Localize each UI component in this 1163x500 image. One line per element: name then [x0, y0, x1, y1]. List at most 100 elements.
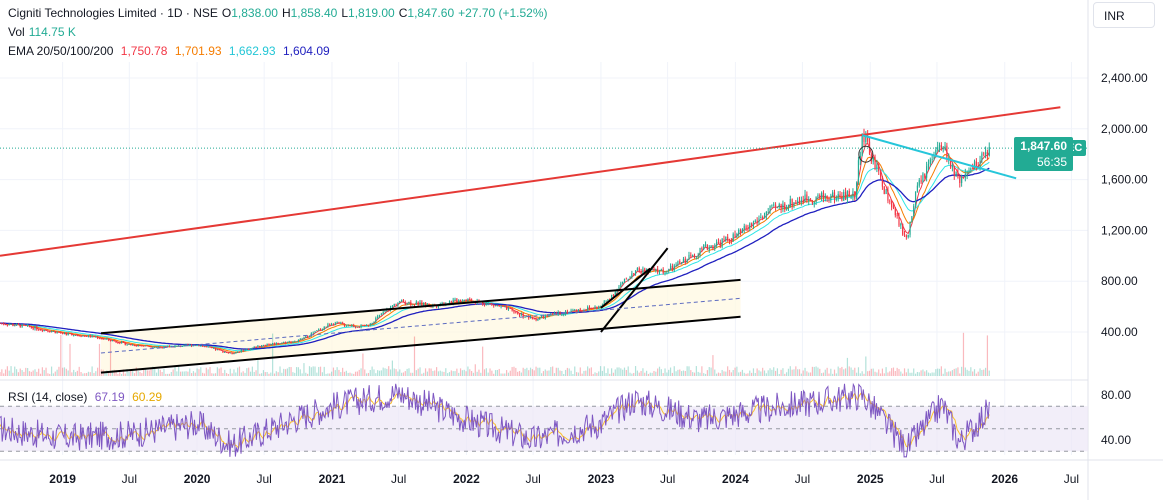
- candle-body: [821, 192, 823, 198]
- candle-body: [213, 348, 215, 349]
- candle-body: [957, 172, 959, 178]
- candle-body: [588, 306, 591, 308]
- ema-legend[interactable]: EMA 20/50/100/200 1,750.78 1,701.93 1,66…: [8, 43, 334, 59]
- last-price-tag: 1,847.60 56:35: [1014, 137, 1073, 171]
- candle-body: [155, 346, 158, 348]
- volume-legend[interactable]: Vol 114.75 K: [8, 24, 80, 40]
- candle-body: [787, 206, 790, 209]
- candle-body: [898, 215, 900, 226]
- volume-bar: [369, 370, 371, 376]
- volume-bar: [443, 371, 445, 376]
- symbol-legend[interactable]: Cigniti Technologies Limited · 1D · NSE O…: [8, 5, 552, 21]
- candle-body: [708, 247, 710, 250]
- candle-body: [736, 233, 738, 237]
- volume-bar: [616, 367, 618, 376]
- volume-bar: [863, 373, 865, 376]
- candle-body: [299, 338, 301, 340]
- trendline-black[interactable]: [600, 267, 651, 309]
- candle-body: [756, 220, 758, 223]
- volume-bar: [43, 370, 45, 376]
- volume-bar: [159, 369, 161, 376]
- rsi-legend[interactable]: RSI (14, close) 67.19 60.29: [8, 389, 166, 405]
- trendline-cyan[interactable]: [861, 134, 1017, 180]
- candle-body: [220, 349, 222, 351]
- trendline-red[interactable]: [0, 106, 1061, 257]
- volume-bar: [410, 372, 412, 376]
- peak-circle-annotation[interactable]: [858, 145, 874, 163]
- volume-bar: [109, 338, 112, 376]
- candle-body: [500, 305, 502, 307]
- volume-bar: [165, 373, 167, 376]
- volume-bar: [692, 372, 694, 376]
- volume-bar: [119, 370, 121, 376]
- volume-bar: [843, 369, 845, 376]
- volume-bar: [353, 373, 355, 376]
- volume-bar: [592, 373, 594, 376]
- volume-bar: [157, 368, 160, 376]
- volume-bar: [104, 372, 106, 376]
- volume-bar: [968, 370, 970, 376]
- candle-body: [109, 340, 112, 342]
- trendlines[interactable]: [0, 106, 1088, 374]
- ema200-line: [0, 167, 990, 350]
- candle-body: [325, 326, 327, 328]
- volume-bar: [931, 372, 933, 376]
- candle-body: [419, 301, 421, 306]
- volume-bar: [229, 368, 231, 376]
- volume-bar: [342, 367, 344, 376]
- candle-body: [119, 343, 121, 345]
- candle-body: [426, 303, 428, 306]
- candle-body: [579, 309, 581, 311]
- volume-bar: [391, 360, 393, 376]
- candle-body: [130, 344, 132, 346]
- volume-bar: [432, 371, 434, 376]
- candle-body: [52, 331, 55, 332]
- candle-body: [205, 346, 207, 348]
- candle-body: [364, 325, 366, 326]
- candle-body: [590, 307, 592, 309]
- candle-body: [98, 338, 101, 340]
- volume-bar: [360, 368, 362, 376]
- volume-bar: [896, 367, 898, 376]
- candle-body: [697, 255, 699, 257]
- volume-bar: [318, 366, 320, 376]
- candle-body: [984, 152, 987, 155]
- volume-bar: [638, 372, 640, 376]
- candle-body: [605, 300, 607, 302]
- time-tick-label: 2020: [184, 472, 211, 486]
- candle-body: [657, 268, 659, 273]
- volume-bar: [93, 372, 95, 376]
- volume-bar: [728, 369, 731, 376]
- candle-body: [828, 199, 830, 200]
- volume-bar: [898, 369, 900, 376]
- candle-body: [132, 344, 134, 346]
- candle-body: [704, 244, 707, 246]
- candle-body: [870, 154, 872, 162]
- volume-bar: [975, 373, 977, 376]
- candle-body: [758, 218, 760, 223]
- volume-bar: [905, 372, 907, 376]
- volume-bar: [327, 373, 329, 376]
- volume-bar: [927, 372, 930, 376]
- volume-bar: [334, 370, 336, 376]
- volume-bar: [231, 373, 233, 376]
- volume-bar: [52, 373, 55, 376]
- trendline-black[interactable]: [600, 247, 669, 333]
- candle-body: [209, 346, 211, 348]
- candle-body: [944, 145, 946, 148]
- volume-bar: [319, 366, 322, 376]
- volume-bar: [651, 372, 653, 376]
- trendline-black[interactable]: [100, 278, 741, 335]
- symbol-title[interactable]: Cigniti Technologies Limited · 1D · NSE: [8, 6, 218, 20]
- rsi-tick-label: 40.00: [1101, 433, 1131, 447]
- volume-bar: [388, 366, 390, 376]
- candle-body: [935, 149, 937, 155]
- volume-bar: [548, 370, 550, 376]
- currency-button[interactable]: INR: [1093, 2, 1155, 28]
- candle-body: [308, 336, 311, 338]
- volume-bar: [599, 366, 602, 376]
- volume-bar: [872, 368, 874, 376]
- trendline-black[interactable]: [100, 315, 741, 374]
- candle-body: [542, 315, 545, 319]
